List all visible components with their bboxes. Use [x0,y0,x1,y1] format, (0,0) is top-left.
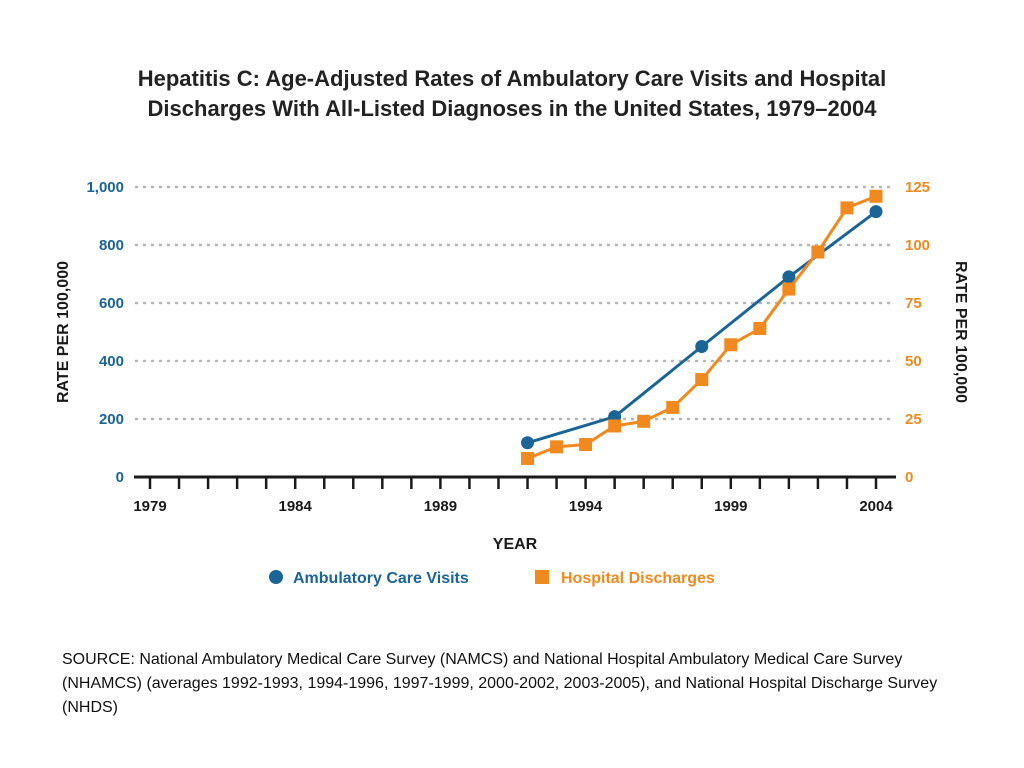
y-right-tick-label: 50 [905,353,922,370]
data-point-ambulatory [695,340,709,353]
y-right-tick-label: 25 [905,411,922,428]
y-right-tick-label: 75 [905,295,922,312]
data-point-hospital [782,282,796,296]
data-point-hospital [724,338,738,352]
data-point-ambulatory [869,205,883,219]
legend-ambulatory-label: Ambulatory Care Visits [293,570,469,587]
data-point-hospital [695,373,709,387]
y-left-tick-label: 1,000 [86,179,124,196]
chart-title-line-1: Hepatitis C: Age-Adjusted Rates of Ambul… [137,66,887,91]
y-left-tick-label: 200 [99,411,124,428]
data-point-hospital [811,245,825,259]
y-axis-left-title: RATE PER 100,000 [55,261,72,403]
legend-hospital-marker [535,570,549,584]
series-layer [521,189,883,465]
legend-hospital-label: Hospital Discharges [561,570,715,587]
x-tick-label: 1994 [569,498,603,515]
data-point-hospital [666,400,680,414]
data-point-ambulatory [521,436,535,450]
data-point-hospital [753,322,767,336]
data-point-hospital [840,201,854,215]
y-right-tick-label: 100 [905,237,930,254]
y-left-tick-label: 800 [99,237,124,254]
chart: 1979 1984 1989 1994 1999 2004 0 200 400 600 800 1,… [55,179,969,587]
x-axis: 1979 1984 1989 1994 1999 2004 [133,475,896,515]
legend: Ambulatory Care Visits Hospital Discharg… [269,570,715,587]
data-point-ambulatory [782,270,796,284]
grid-lines [134,185,897,421]
data-point-hospital [550,440,564,454]
x-tick-label: 2004 [859,498,893,515]
data-point-hospital [637,414,651,428]
chart-title: Hepatitis C: Age-Adjusted Rates of Ambul… [0,64,1024,124]
data-point-hospital [869,189,883,203]
source-note: SOURCE: National Ambulatory Medical Care… [62,651,938,716]
y-left-tick-label: 0 [116,469,124,486]
x-tick-label: 1984 [279,498,313,515]
data-point-hospital [521,451,535,465]
y-axis-left: 0 200 400 600 800 1,000 [86,179,124,486]
y-left-tick-label: 600 [99,295,124,312]
y-right-tick-label: 125 [905,179,930,196]
y-left-tick-label: 400 [99,353,124,370]
y-axis-right: 0 25 50 75 100 125 [905,179,930,486]
x-tick-label: 1989 [424,498,457,515]
chart-title-line-2: Discharges With All-Listed Diagnoses in … [147,96,877,121]
x-axis-title: YEAR [493,536,538,553]
x-tick-label: 1999 [714,498,747,515]
y-right-tick-label: 0 [905,469,913,486]
data-point-hospital [579,438,593,452]
data-point-hospital [608,419,622,433]
legend-ambulatory-marker [269,570,283,584]
y-axis-right-title: RATE PER 100,000 [952,261,969,403]
x-tick-label: 1979 [133,498,166,515]
